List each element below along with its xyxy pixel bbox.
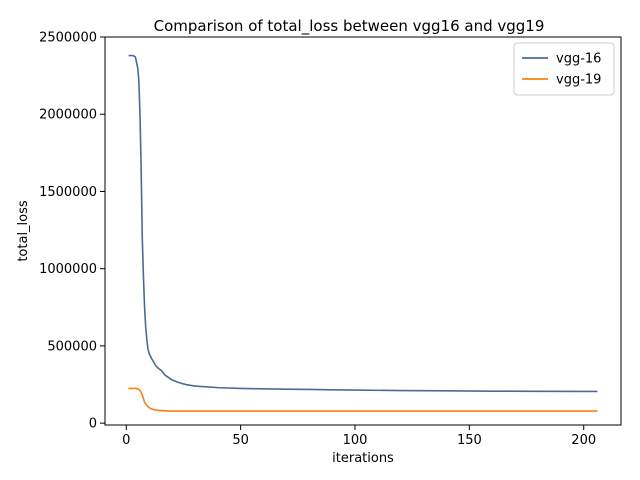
legend-box: [513, 42, 615, 96]
x-tick-label: 0: [122, 433, 130, 448]
x-tick-label: 200: [571, 433, 596, 448]
y-axis: 0 500000 1000000 1500000 2000000 2500000: [39, 31, 105, 432]
y-tick-label: 1500000: [39, 185, 97, 200]
y-tick-label: 0: [89, 417, 97, 432]
legend-label-vgg-19: vgg-19: [556, 73, 601, 88]
plot-area: [104, 36, 622, 426]
legend: vgg-16 vgg-19: [513, 42, 615, 96]
x-tick-label: 50: [232, 433, 249, 448]
x-axis: 0 50 100 150 200: [122, 425, 596, 448]
y-tick-label: 2000000: [39, 108, 97, 123]
x-tick-label: 150: [457, 433, 482, 448]
plot-frame: [104, 36, 622, 426]
legend-label-vgg-16: vgg-16: [556, 52, 601, 67]
series-line-vgg-16: [128, 54, 598, 393]
y-tick-label: 2500000: [39, 31, 97, 46]
y-axis-title: total_loss: [16, 200, 31, 262]
series-line-vgg-19: [128, 387, 598, 412]
chart-title: Comparison of total_loss between vgg16 a…: [154, 17, 545, 36]
y-tick-label: 1000000: [39, 262, 97, 277]
y-tick-label: 500000: [47, 339, 97, 354]
x-tick-label: 100: [343, 433, 368, 448]
x-axis-title: iterations: [332, 451, 394, 466]
